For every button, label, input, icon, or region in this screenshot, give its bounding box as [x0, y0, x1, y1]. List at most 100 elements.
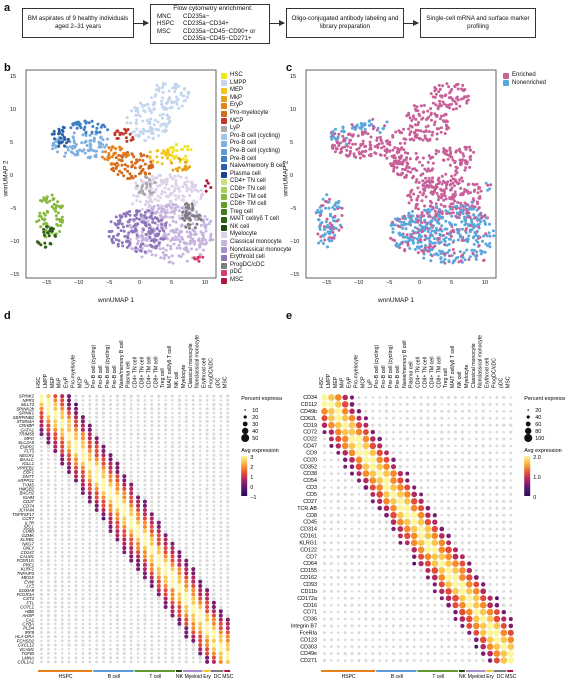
dot-d-row-label: BACH2 — [20, 491, 35, 496]
dot-e-dot — [480, 588, 487, 595]
dot-e-dot — [440, 493, 444, 496]
dot-e-dot — [364, 569, 368, 572]
dot-d-dot — [205, 521, 209, 524]
dot-d-dot — [116, 407, 119, 411]
dot-d-dot — [157, 500, 161, 504]
dot-e-dot — [384, 409, 389, 413]
dot-d-dot — [67, 614, 71, 617]
dot-d-dot — [170, 604, 175, 610]
dot-d-dot — [219, 462, 223, 466]
dot-d-dot — [74, 550, 78, 554]
dot-d-dot — [150, 453, 154, 457]
dot-d-row-label: TNFRSF17 — [12, 512, 34, 517]
dot-d-dot — [205, 659, 210, 664]
dot-e-dot — [399, 638, 402, 642]
dot-e-dot — [460, 623, 465, 629]
dot-d-dot — [115, 550, 119, 554]
dot-d-dot — [198, 504, 202, 508]
dot-e-dot — [438, 539, 446, 547]
dot-e-group-bar — [376, 670, 417, 672]
dot-d-dot — [198, 495, 202, 499]
dot-d-dot — [101, 516, 106, 521]
dot-d-dot — [170, 592, 175, 597]
dot-d-dot — [67, 563, 71, 567]
dot-e-dot — [364, 652, 368, 655]
dotplot-d: HSC LMPP MEP MkP EryP Pro-myelocyte MCP LyP Pro-… — [12, 335, 282, 680]
dot-d-dot — [205, 584, 209, 588]
dot-e-dot — [398, 624, 402, 628]
umap-b-legend-swatch — [221, 156, 227, 163]
dot-e-row-label: CD303 — [300, 644, 317, 650]
dot-e-dot — [431, 567, 439, 574]
dot-d-dot — [109, 597, 112, 601]
dot-e-dot — [425, 567, 431, 574]
dot-d-dot — [46, 554, 50, 558]
dot-d-dot — [95, 415, 99, 419]
dot-e-dot — [348, 435, 356, 443]
dot-d-dot — [150, 491, 154, 495]
dot-e-dot — [377, 436, 382, 442]
dot-d-dot — [170, 453, 175, 457]
dot-e-group-label: T cell — [432, 674, 444, 680]
umap-b-legend-label: Pre-B cell (cycling) — [230, 147, 281, 154]
dot-d-dot — [136, 487, 140, 491]
dot-d-dot — [74, 567, 78, 571]
umap-b-legend-label: NK cell — [230, 223, 250, 230]
dot-e-dot — [474, 479, 478, 482]
dot-e-dot — [447, 499, 451, 503]
dot-e-group-label: Ery — [486, 674, 494, 680]
dot-d-dot — [81, 630, 85, 634]
dot-e-dot — [357, 506, 361, 510]
dot-d-dot — [74, 639, 78, 643]
dot-d-dot — [170, 613, 175, 618]
dot-d-row-label: IL7R — [25, 520, 34, 525]
dot-d-dot — [53, 491, 57, 495]
dot-d-dot — [129, 482, 134, 487]
dot-d-dot — [53, 508, 57, 512]
dot-d-dot — [129, 398, 133, 402]
dot-d-column-label: Treg cell — [160, 368, 166, 388]
dot-d-dot — [46, 559, 51, 563]
dot-d-dot — [101, 402, 106, 407]
dot-e-dot — [439, 588, 445, 594]
dot-d-dot — [226, 394, 230, 398]
dot-d-dot — [136, 415, 140, 419]
dot-e-dot — [364, 403, 368, 406]
dot-e-dot — [495, 430, 499, 434]
dot-e-dot — [364, 499, 368, 503]
dot-d-dot — [129, 639, 133, 643]
dot-d-row-label: GNLY — [23, 546, 35, 551]
dot-e-dot — [481, 520, 485, 524]
umap-b-legend-swatch — [221, 194, 227, 201]
dot-e-dot — [494, 602, 500, 608]
dot-e-dot — [481, 548, 485, 552]
dot-d-dot — [157, 495, 161, 499]
dot-d-dot — [80, 448, 85, 454]
dot-d-dot — [53, 601, 57, 605]
dot-d-dot — [219, 428, 223, 432]
dot-d-dot — [53, 406, 58, 411]
umap-b-ylabel: wnnUMAP 2 — [2, 160, 10, 197]
dot-d-dot — [164, 495, 168, 499]
dot-d-dot — [219, 567, 223, 571]
dot-e-dot — [328, 414, 335, 422]
dot-d-dot — [60, 588, 64, 592]
dot-d-dot — [47, 500, 50, 503]
dot-d-dot — [212, 529, 216, 533]
dot-d-dot — [211, 638, 216, 643]
dot-d-dot — [143, 605, 147, 609]
dot-d-dot — [164, 432, 167, 436]
dot-e-dot — [488, 402, 492, 406]
dot-d-dot — [143, 474, 147, 478]
dot-d-dot — [80, 444, 85, 449]
dot-d-dot — [122, 445, 126, 449]
dot-e-dot — [412, 610, 416, 614]
umap-c-ytick: −10 — [290, 239, 300, 245]
dot-d-dot — [40, 512, 43, 516]
dot-e-dot — [350, 624, 354, 628]
dot-d-dot — [219, 470, 223, 474]
dot-e-dot — [350, 562, 354, 565]
dot-e-dot — [507, 650, 515, 657]
dot-e-dot — [502, 534, 506, 538]
dot-d-dot — [219, 394, 223, 398]
